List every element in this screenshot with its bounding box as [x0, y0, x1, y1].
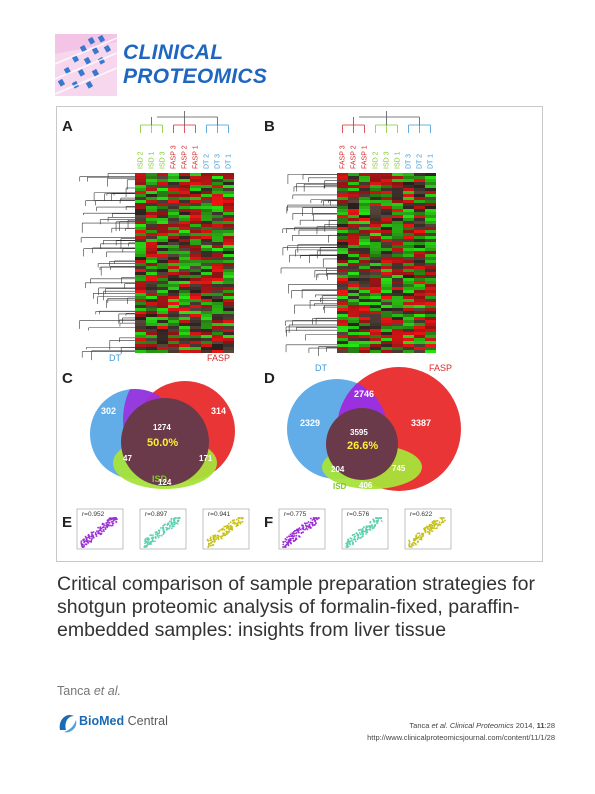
journal-name-line1: CLINICAL [123, 41, 224, 64]
sample-label: FASP 2 [182, 145, 189, 169]
venn-d-center-pct: 26.6% [347, 440, 378, 452]
citation-volume: 11 [536, 721, 545, 730]
sample-label: ISD 2 [138, 151, 145, 169]
panel-a-sample-labels: ISD 2 ISD 1 ISD 3 FASP 3 FASP 2 FASP 1 DT 2 DT … [138, 145, 233, 169]
venn-d-dt-fasp-value: 2746 [354, 389, 374, 399]
scatter-r-value: r=0.941 [208, 511, 231, 518]
citation-etal: et al. [431, 721, 448, 730]
citation-year: 2014, [515, 721, 535, 730]
panel-a-heatmap-cells [135, 173, 234, 353]
citation-line: Tanca et al. Clinical Proteomics 2014, 1… [409, 721, 555, 730]
sample-label: DT 1 [226, 154, 233, 169]
panel-b-sample-labels: FASP 3 FASP 2 FASP 1 ISD 2 ISD 3 ISD 1 DT 3 DT … [340, 145, 435, 169]
panel-b-row-dendrogram [280, 174, 337, 356]
venn-d-center [326, 408, 398, 480]
scatter-r-value: r=0.622 [410, 511, 433, 518]
sample-label: DT 1 [428, 154, 435, 169]
panel-c-venn: DT FASP ISD 317 302 314 1274 50.0% 47 17… [90, 353, 235, 489]
scatter-r-value: r=0.952 [82, 511, 105, 518]
sample-label: DT 2 [417, 154, 424, 169]
sample-label: DT 3 [215, 154, 222, 169]
panel-a-column-dendrogram [140, 111, 229, 133]
sample-label: ISD 3 [160, 151, 167, 169]
scatter-r-value: r=0.775 [284, 511, 307, 518]
sample-label: FASP 1 [193, 145, 200, 169]
citation-journal: Clinical Proteomics [449, 721, 514, 730]
venn-c-dt-label: DT [109, 353, 121, 363]
panel-b-heatmap: FASP 3 FASP 2 FASP 1 ISD 2 ISD 3 ISD 1 DT 3 DT … [280, 111, 436, 356]
venn-d-fasp-only-value: 3387 [411, 418, 431, 428]
venn-d-isd-label: ISD [333, 482, 347, 491]
sample-label: FASP 3 [171, 145, 178, 169]
panel-c-letter: C [62, 370, 73, 387]
article-url[interactable]: http://www.clinicalproteomicsjournal.com… [367, 733, 555, 742]
sample-label: ISD 1 [149, 151, 156, 169]
venn-d-center-value: 3595 [350, 428, 368, 437]
panel-d-venn: DT FASP ISD 2746 2329 3387 3595 26.6% 20… [287, 363, 461, 491]
panel-e-letter: E [62, 514, 72, 531]
publisher-name-part1: BioMed [79, 714, 125, 728]
venn-c-fasp-isd-value: 171 [199, 454, 213, 463]
sample-label: FASP 2 [351, 145, 358, 169]
venn-c-dt-isd-value: 47 [123, 454, 132, 463]
biomed-central-logo-icon [59, 714, 77, 733]
panel-d-letter: D [264, 370, 275, 387]
sample-label: FASP 1 [362, 145, 369, 169]
citation-pages: :28 [544, 721, 555, 730]
venn-c-dt-fasp-value: 317 [157, 373, 172, 383]
venn-d-fasp-label: FASP [429, 363, 452, 373]
author-name: Tanca [57, 684, 91, 698]
article-authors: Tanca et al. [57, 684, 121, 698]
venn-c-center [121, 398, 209, 486]
venn-c-fasp-only-value: 314 [211, 406, 226, 416]
scatter-r-value: r=0.897 [145, 511, 168, 518]
publisher-name: BioMed Central [79, 714, 168, 728]
panel-f-scatterplots: r=0.775 r=0.576 r=0.622 [278, 508, 452, 550]
panel-a-heatmap: ISD 2 ISD 1 ISD 3 FASP 3 FASP 2 FASP 1 DT 2 DT … [79, 111, 234, 361]
venn-c-center-pct: 50.0% [147, 437, 178, 449]
sample-label: ISD 3 [384, 151, 391, 169]
journal-name-line2: PROTEOMICS [123, 65, 268, 88]
citation-authors: Tanca [409, 721, 430, 730]
panel-b-letter: B [264, 118, 275, 135]
venn-d-fasp-isd-value: 745 [392, 464, 406, 473]
sample-label: ISD 1 [395, 151, 402, 169]
journal-logo-icon [55, 34, 117, 96]
panel-e-scatterplots: r=0.952 r=0.897 r=0.941 [76, 508, 250, 550]
venn-d-dt-label: DT [315, 363, 327, 373]
publisher-name-part2: Central [124, 714, 168, 728]
panel-b-heatmap-cells [337, 173, 436, 353]
panel-a-row-dendrogram [79, 173, 135, 361]
panel-f-letter: F [264, 514, 273, 531]
panel-b-column-dendrogram [342, 111, 431, 133]
author-etal: et al. [93, 684, 121, 698]
scatter-r-value: r=0.576 [347, 511, 370, 518]
sample-label: ISD 2 [373, 151, 380, 169]
sample-label: DT 3 [406, 154, 413, 169]
venn-d-dt-only-value: 2329 [300, 418, 320, 428]
venn-d-isd-only-value: 406 [359, 481, 373, 490]
venn-c-dt-only-value: 302 [101, 406, 116, 416]
venn-c-fasp-label: FASP [207, 353, 230, 363]
sample-label: DT 2 [204, 154, 211, 169]
venn-c-center-value: 1274 [153, 423, 171, 432]
panel-a-letter: A [62, 118, 73, 135]
venn-d-dt-isd-value: 204 [331, 465, 345, 474]
venn-c-isd-only-value: 124 [158, 478, 172, 487]
article-title: Critical comparison of sample preparatio… [57, 573, 535, 641]
venn-c-isd-label: ISD [152, 474, 168, 484]
sample-label: FASP 3 [340, 145, 347, 169]
